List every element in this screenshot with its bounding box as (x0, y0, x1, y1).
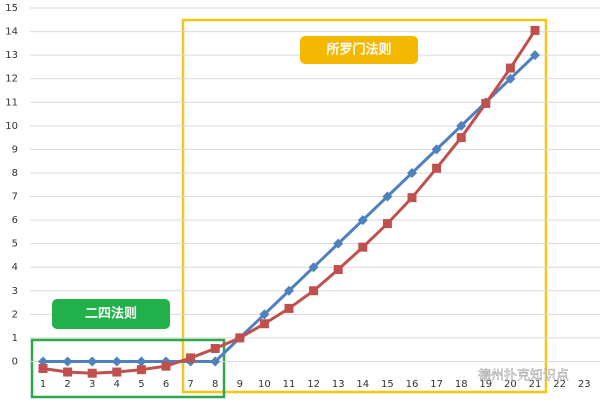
two-four-label: 二四法则 (85, 306, 137, 322)
x-tick-label: 17 (430, 379, 443, 390)
x-tick-label: 21 (529, 379, 542, 390)
y-tick-label: 0 (12, 356, 18, 367)
marker (407, 193, 417, 203)
marker (161, 361, 171, 371)
y-tick-label: 6 (12, 215, 18, 226)
marker (38, 364, 48, 374)
marker (382, 191, 393, 202)
marker (456, 120, 467, 131)
x-tick-label: 13 (332, 379, 345, 390)
two-four-badge (52, 299, 170, 329)
marker (357, 215, 368, 226)
x-tick-label: 2 (64, 379, 70, 390)
y-tick-label: 15 (5, 3, 18, 14)
marker (309, 286, 319, 296)
marker (87, 368, 97, 378)
x-tick-label: 5 (138, 379, 144, 390)
solomon-label: 所罗门法则 (326, 42, 391, 58)
marker (407, 167, 417, 178)
x-tick-label: 7 (187, 379, 193, 390)
x-tick-label: 20 (504, 379, 517, 390)
x-tick-label: 1 (40, 379, 46, 390)
y-tick-label: 10 (5, 121, 18, 132)
marker (431, 144, 442, 155)
marker (136, 356, 147, 367)
marker (333, 238, 344, 249)
y-tick-label: 7 (12, 192, 18, 203)
x-tick-label: 18 (455, 379, 468, 390)
marker (505, 63, 515, 73)
x-tick-label: 6 (163, 379, 169, 390)
y-tick-label: 2 (12, 309, 18, 320)
marker (186, 353, 196, 363)
marker (481, 98, 491, 108)
x-tick-label: 19 (479, 379, 492, 390)
marker (210, 343, 220, 353)
marker (235, 333, 245, 343)
marker (210, 356, 221, 367)
marker (308, 262, 319, 273)
solomon-badge (300, 36, 418, 64)
y-tick-label: 11 (5, 97, 18, 108)
solomon-box (181, 18, 548, 394)
marker (333, 265, 343, 275)
x-tick-label: 12 (307, 379, 320, 390)
y-tick-label: 8 (12, 168, 18, 179)
y-tick-label: 4 (12, 262, 18, 273)
marker (358, 242, 368, 252)
y-tick-label: 5 (12, 239, 18, 250)
x-tick-label: 16 (406, 379, 419, 390)
marker (432, 163, 442, 173)
x-tick-label: 23 (578, 379, 591, 390)
x-tick-label: 11 (283, 379, 296, 390)
y-tick-label: 1 (12, 333, 18, 344)
x-tick-label: 10 (258, 379, 271, 390)
y-tick-label: 12 (5, 74, 18, 85)
y-tick-label: 9 (12, 144, 18, 155)
x-tick-label: 15 (381, 379, 394, 390)
marker (505, 73, 516, 84)
marker (87, 356, 98, 367)
marker (456, 133, 466, 143)
marker (382, 219, 392, 229)
marker (112, 367, 122, 377)
marker (259, 309, 270, 320)
two-four-box (30, 338, 226, 399)
x-tick-label: 4 (114, 379, 120, 390)
marker (62, 356, 73, 367)
marker (136, 365, 146, 375)
x-tick-label: 14 (356, 379, 369, 390)
watermark: 德州扑克知识点 (478, 368, 569, 384)
marker (284, 303, 294, 313)
x-tick-label: 22 (553, 379, 566, 390)
y-tick-label: 14 (5, 27, 18, 38)
marker (63, 367, 73, 377)
y-tick-label: 13 (5, 50, 18, 61)
marker (530, 25, 540, 35)
x-tick-label: 9 (237, 379, 243, 390)
marker (530, 50, 540, 61)
y-tick-label: 3 (12, 286, 18, 297)
x-tick-label: 3 (89, 379, 95, 390)
marker (111, 356, 122, 367)
x-tick-label: 8 (212, 379, 218, 390)
marker (284, 285, 294, 296)
marker (259, 319, 269, 329)
marker (38, 356, 48, 367)
